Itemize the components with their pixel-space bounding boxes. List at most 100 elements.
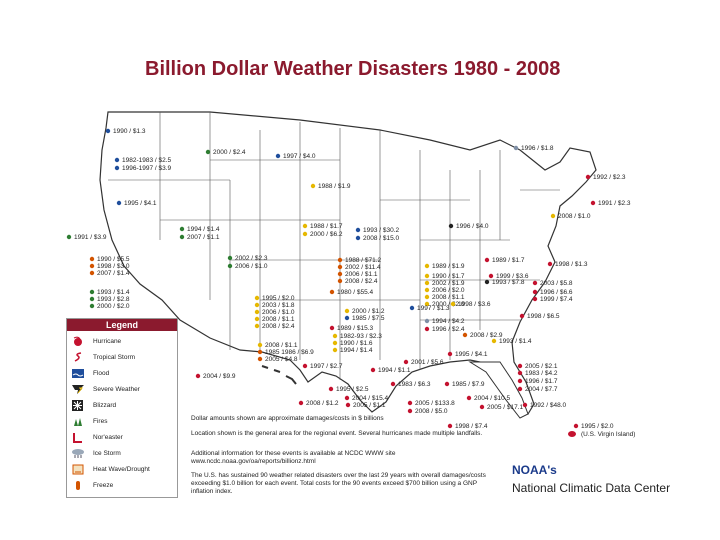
severe-marker bbox=[424, 287, 430, 293]
flood-marker bbox=[105, 128, 111, 134]
event-label: 1985 / $7.9 bbox=[452, 381, 485, 388]
event-label: (U.S. Virgin Island) bbox=[581, 431, 635, 438]
legend-title: Legend bbox=[67, 319, 177, 331]
legend-label: Fires bbox=[93, 418, 108, 425]
hurricane-marker bbox=[298, 400, 304, 406]
event-label: 1995 / $2.0 bbox=[581, 423, 614, 430]
severe-marker bbox=[332, 340, 338, 346]
hurricane-icon bbox=[71, 336, 85, 347]
severe-marker bbox=[254, 323, 260, 329]
legend-label: Freeze bbox=[93, 482, 114, 489]
event-label: 1998 / $3.6 bbox=[458, 301, 491, 308]
legend-item-severe-weather: Severe Weather bbox=[71, 383, 140, 396]
severe-marker bbox=[424, 301, 430, 307]
heat-marker bbox=[337, 278, 343, 284]
legend-item-hurricane: Hurricane bbox=[71, 335, 121, 348]
flood-marker bbox=[275, 153, 281, 159]
event-label: 1997 / $4.0 bbox=[283, 153, 316, 160]
event-label: 1999 / $7.4 bbox=[540, 296, 573, 303]
florida bbox=[468, 361, 529, 419]
ncdc-brand: National Climatic Data Center bbox=[512, 481, 671, 495]
hurricane-marker bbox=[522, 402, 528, 408]
flood-marker bbox=[114, 165, 120, 171]
event-label: 2007 / $1.1 bbox=[187, 234, 220, 241]
severe-weather-icon bbox=[71, 384, 85, 395]
hurricane-marker bbox=[302, 363, 308, 369]
event-labels: 1990 / $1.3 2000 / $2.4 1997 / $4.0 1996 / … bbox=[66, 128, 635, 438]
event-label: 1989 / $1.7 bbox=[492, 257, 525, 264]
flood-marker bbox=[114, 157, 120, 163]
note-summary: The U.S. has sustained 90 weather relate… bbox=[191, 472, 486, 495]
event-label: 1990 / $1.3 bbox=[113, 128, 146, 135]
event-label: 1990 / $1.6 bbox=[340, 340, 373, 347]
state-lines bbox=[108, 112, 560, 380]
fire-marker bbox=[205, 149, 211, 155]
event-label: 2008 / $1.1 bbox=[432, 294, 465, 301]
event-label: 1995 / $2.5 bbox=[336, 386, 369, 393]
note-location: Location shown is the general area for t… bbox=[191, 430, 483, 437]
severe-marker bbox=[254, 309, 260, 315]
freeze-marker bbox=[89, 270, 95, 276]
event-label: 1989 / $1.9 bbox=[432, 263, 465, 270]
severe-marker bbox=[424, 294, 430, 300]
event-label: 2006 / $1.0 bbox=[262, 309, 295, 316]
fire-marker bbox=[66, 234, 72, 240]
severe-marker bbox=[254, 316, 260, 322]
heat-marker bbox=[337, 257, 343, 263]
severe-marker bbox=[424, 263, 430, 269]
hurricane-marker bbox=[479, 404, 485, 410]
event-label: 1995 / $4.1 bbox=[455, 351, 488, 358]
event-label: 2000 / $1.2 bbox=[352, 308, 385, 315]
event-label: 1990 / $5.5 bbox=[97, 256, 130, 263]
severe-marker bbox=[302, 231, 308, 237]
event-label: 2000 / $6.2 bbox=[310, 231, 343, 238]
hurricane-marker bbox=[329, 325, 335, 331]
legend-item-tropical-storm: Tropical Storm bbox=[71, 351, 135, 364]
event-label: 1991 / $2.3 bbox=[598, 200, 631, 207]
event-label: 2008 / $1.1 bbox=[262, 316, 295, 323]
hurricane-marker bbox=[407, 408, 413, 414]
hurricane-marker bbox=[444, 381, 450, 387]
hurricane-marker bbox=[532, 280, 538, 286]
event-label: 1999 / $3.6 bbox=[496, 273, 529, 280]
legend-item-fires: Fires bbox=[71, 415, 107, 428]
event-label: 1994 / $1.1 bbox=[378, 367, 411, 374]
event-label: 1993 / $2.8 bbox=[97, 296, 130, 303]
fire-marker bbox=[179, 226, 185, 232]
legend-label: Ice Storm bbox=[93, 450, 121, 457]
event-label: 1998 / $6.5 bbox=[527, 313, 560, 320]
legend: Legend Hurricane Tropical Storm Flood Se… bbox=[66, 318, 178, 498]
tropical-storm-icon bbox=[71, 352, 85, 363]
event-label: 1996-1997 / $3.9 bbox=[122, 165, 172, 172]
event-label: 1994 / $4.2 bbox=[432, 318, 465, 325]
legend-item-flood: Flood bbox=[71, 367, 109, 380]
severe-marker bbox=[257, 342, 263, 348]
legend-label: Severe Weather bbox=[93, 386, 140, 393]
event-label: 1994 / $1.4 bbox=[187, 226, 220, 233]
legend-label: Flood bbox=[93, 370, 110, 377]
drought-marker bbox=[462, 332, 468, 338]
event-label: 1990 / $1.7 bbox=[432, 273, 465, 280]
flood-marker bbox=[355, 235, 361, 241]
event-label: 2000 / $2.4 bbox=[213, 149, 246, 156]
severe-marker bbox=[254, 295, 260, 301]
event-label: 2004 / $10.5 bbox=[474, 395, 511, 402]
event-label: 2002 / $1.9 bbox=[432, 280, 465, 287]
event-label: 1996 / $4.0 bbox=[456, 223, 489, 230]
event-label: 1996 / $6.6 bbox=[540, 289, 573, 296]
event-label: 1989 / $15.3 bbox=[337, 325, 374, 332]
freeze-icon bbox=[71, 480, 85, 491]
event-label: 1985 / $7.5 bbox=[352, 315, 385, 322]
fire-marker bbox=[89, 296, 95, 302]
severe-marker bbox=[344, 308, 350, 314]
event-label: 1997 / $1.3 bbox=[417, 305, 450, 312]
hurricane-marker bbox=[517, 378, 523, 384]
severe-marker bbox=[491, 338, 497, 344]
legend-label: Blizzard bbox=[93, 402, 117, 409]
note-dollar-amounts: Dollar amounts shown are approximate dam… bbox=[191, 415, 384, 422]
legend-label: Nor'easter bbox=[93, 434, 123, 441]
event-label: 2005 / $2.1 bbox=[525, 363, 558, 370]
legend-item-ice-storm: Ice Storm bbox=[71, 447, 121, 460]
hurricane-marker bbox=[517, 370, 523, 376]
severe-marker bbox=[332, 347, 338, 353]
